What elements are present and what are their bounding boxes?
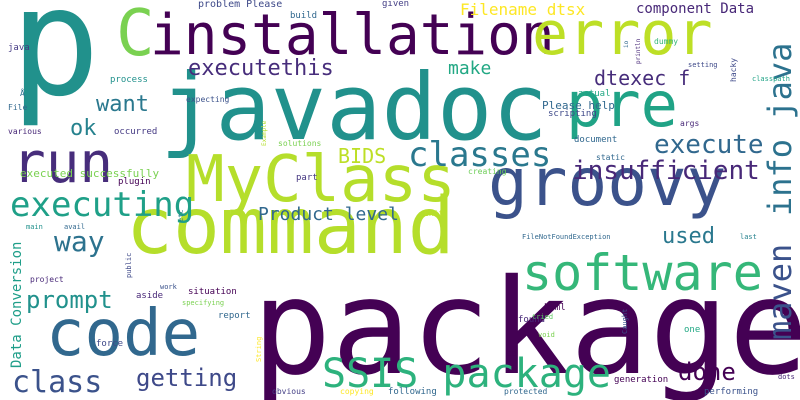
word-specifying: specifying — [182, 299, 225, 307]
word-getting: getting — [136, 364, 238, 392]
word-executed-successfully: executed successfully — [20, 167, 160, 180]
word-problem-please: problem Please — [198, 0, 283, 10]
word-string: String — [255, 336, 263, 362]
word-command: command — [126, 182, 455, 272]
word-p: p — [10, 0, 101, 130]
word-etc: etc — [177, 209, 185, 222]
word-setting: setting — [688, 61, 718, 69]
word-performing: performing — [704, 387, 759, 397]
word-situation: situation — [188, 287, 237, 297]
word-scripting: scripting — [548, 109, 597, 119]
word-maven: maven — [761, 243, 799, 340]
word-public: public — [125, 252, 133, 278]
word-pre: pre — [566, 68, 678, 141]
word-found: found — [518, 315, 546, 325]
word-generation: generation — [614, 375, 669, 385]
word-process: process — [110, 75, 148, 85]
word-avail: avail — [64, 223, 86, 231]
word-creating: creating — [468, 167, 507, 176]
word-solutions: solutions — [278, 139, 322, 148]
word-example: Example — [261, 120, 268, 146]
word-c: C — [116, 0, 155, 71]
word-classes: classes — [408, 135, 552, 175]
word-work: work — [160, 283, 177, 291]
word-ssis-package: SSIS package — [322, 351, 611, 397]
word-myclass: MyClass — [186, 143, 456, 217]
word-software: software — [522, 244, 763, 302]
word-package: package — [252, 251, 800, 400]
word-exit: Exit — [424, 209, 444, 218]
word-classpath: classpath — [752, 75, 790, 83]
word-groovy: groovy — [488, 144, 727, 221]
word-filenotfoundexception: FileNotFoundException — [522, 233, 611, 241]
word-hacky: hacky — [729, 57, 738, 82]
word-ok: ok — [70, 116, 97, 141]
word-html: html — [544, 303, 566, 313]
word-make: make — [448, 58, 492, 79]
word-occurred: occurred — [114, 127, 158, 137]
word-prompt: prompt — [26, 286, 113, 314]
word-dtexec-f: dtexec f — [594, 66, 691, 90]
word-want: want — [96, 92, 149, 117]
word-product-level: Product level — [258, 204, 399, 225]
word-way: way — [54, 225, 105, 258]
word-code: code — [46, 297, 201, 371]
word-a-ring: Å — [20, 89, 25, 98]
word-caught: Caught — [621, 308, 629, 334]
word-last: last — [740, 233, 757, 241]
word-io: io — [623, 40, 630, 48]
word-run: run — [12, 131, 114, 196]
word-main: main — [26, 223, 43, 231]
word-bids: BIDS — [338, 144, 387, 168]
word-error: error — [532, 0, 713, 69]
word-static: static — [596, 153, 625, 162]
word-dummy: dummy — [654, 37, 679, 46]
word-build: build — [290, 11, 318, 21]
word-args: args — [680, 119, 700, 128]
word-various: various — [8, 127, 42, 136]
word-project: project — [30, 275, 64, 284]
word-one: one — [684, 325, 701, 335]
word-document: document — [574, 135, 618, 145]
word-void: void — [538, 331, 555, 339]
word-tried: tried — [532, 313, 554, 321]
word-copying: copying — [340, 387, 374, 396]
word-filename-dtsx: Filename dtsx — [460, 0, 586, 19]
word-insufficient: insufficient — [572, 156, 760, 186]
word-following: following — [388, 387, 437, 397]
word-obvious: obvious — [272, 387, 306, 396]
word-please-help: Please help — [542, 99, 615, 112]
word-used: used — [662, 224, 715, 249]
word-file: File — [8, 103, 28, 112]
word-plugin: plugin — [118, 177, 151, 187]
word-actual: actual — [578, 89, 611, 99]
word-aside: aside — [136, 291, 164, 301]
word-force: force — [96, 339, 124, 349]
word-class: class — [12, 365, 103, 400]
word-report: report — [218, 311, 251, 321]
word-given: given — [382, 0, 410, 9]
word-cd: cd — [506, 349, 517, 359]
word-execute: execute — [654, 130, 764, 160]
word-part: part — [296, 173, 318, 183]
word-protected: protected — [504, 387, 548, 396]
word-dots: dots — [778, 373, 795, 381]
word-executing: executing — [10, 185, 195, 225]
word-done: done — [678, 358, 736, 386]
word-println: println — [635, 38, 642, 64]
word-java: java — [8, 43, 30, 53]
word-component-data: component Data — [636, 1, 755, 17]
word-data-conversion: Data Conversion — [9, 241, 25, 368]
word-executethis: executethis — [188, 56, 334, 81]
word-info-java: info java — [761, 42, 799, 216]
word-installation: installation — [150, 3, 555, 68]
word-javadoc: javadoc — [160, 54, 548, 161]
word-expecting: expecting — [186, 95, 230, 104]
